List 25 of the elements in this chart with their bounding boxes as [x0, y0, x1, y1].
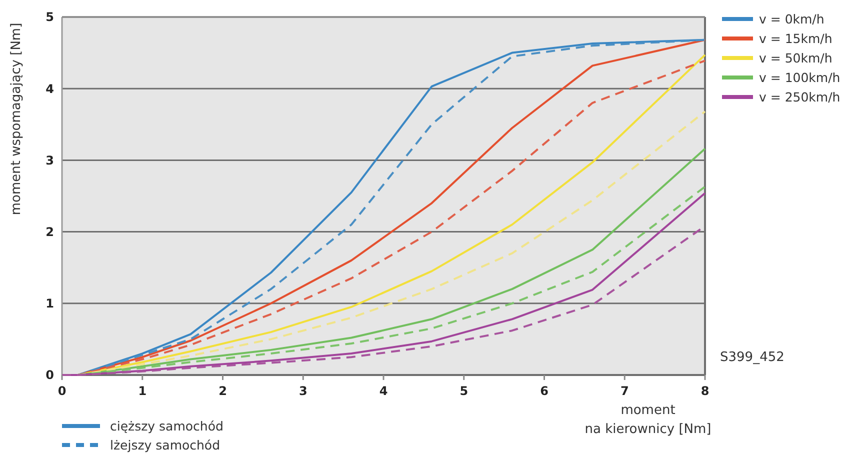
- y-tick-label: 4: [46, 82, 54, 96]
- legend-label: v = 250km/h: [759, 89, 840, 104]
- y-tick-label: 5: [46, 10, 54, 24]
- y-tick-label: 2: [46, 225, 54, 239]
- x-axis-title: moment na kierownicy [Nm]: [584, 403, 712, 437]
- y-tick-label: 1: [46, 296, 54, 311]
- y-axis-title: moment wspomagający [Nm]: [9, 22, 24, 216]
- x-tick-label: 7: [620, 384, 629, 398]
- text: S399_452: [720, 350, 784, 365]
- x-tick-label: 1: [138, 384, 147, 398]
- text: lżejszy samochód: [110, 437, 220, 452]
- x-tick-label: 5: [460, 384, 468, 398]
- y-tick-label: 0: [46, 368, 54, 382]
- y-tick-label: 3: [46, 153, 54, 168]
- x-tick-label: 0: [58, 384, 66, 398]
- text: cięższy samochód: [110, 418, 224, 434]
- legend-label: v = 50km/h: [759, 50, 832, 66]
- x-tick-label: 3: [298, 384, 308, 398]
- legend-label: v = 15km/h: [759, 30, 832, 46]
- legend-label: v = 0km/h: [759, 11, 824, 26]
- x-tick-label: 6: [540, 384, 548, 398]
- x-tick-label: 2: [218, 384, 227, 398]
- x-tick-label: 4: [379, 384, 388, 398]
- x-tick-label: 8: [700, 384, 710, 398]
- legend-label: v = 100km/h: [759, 70, 840, 85]
